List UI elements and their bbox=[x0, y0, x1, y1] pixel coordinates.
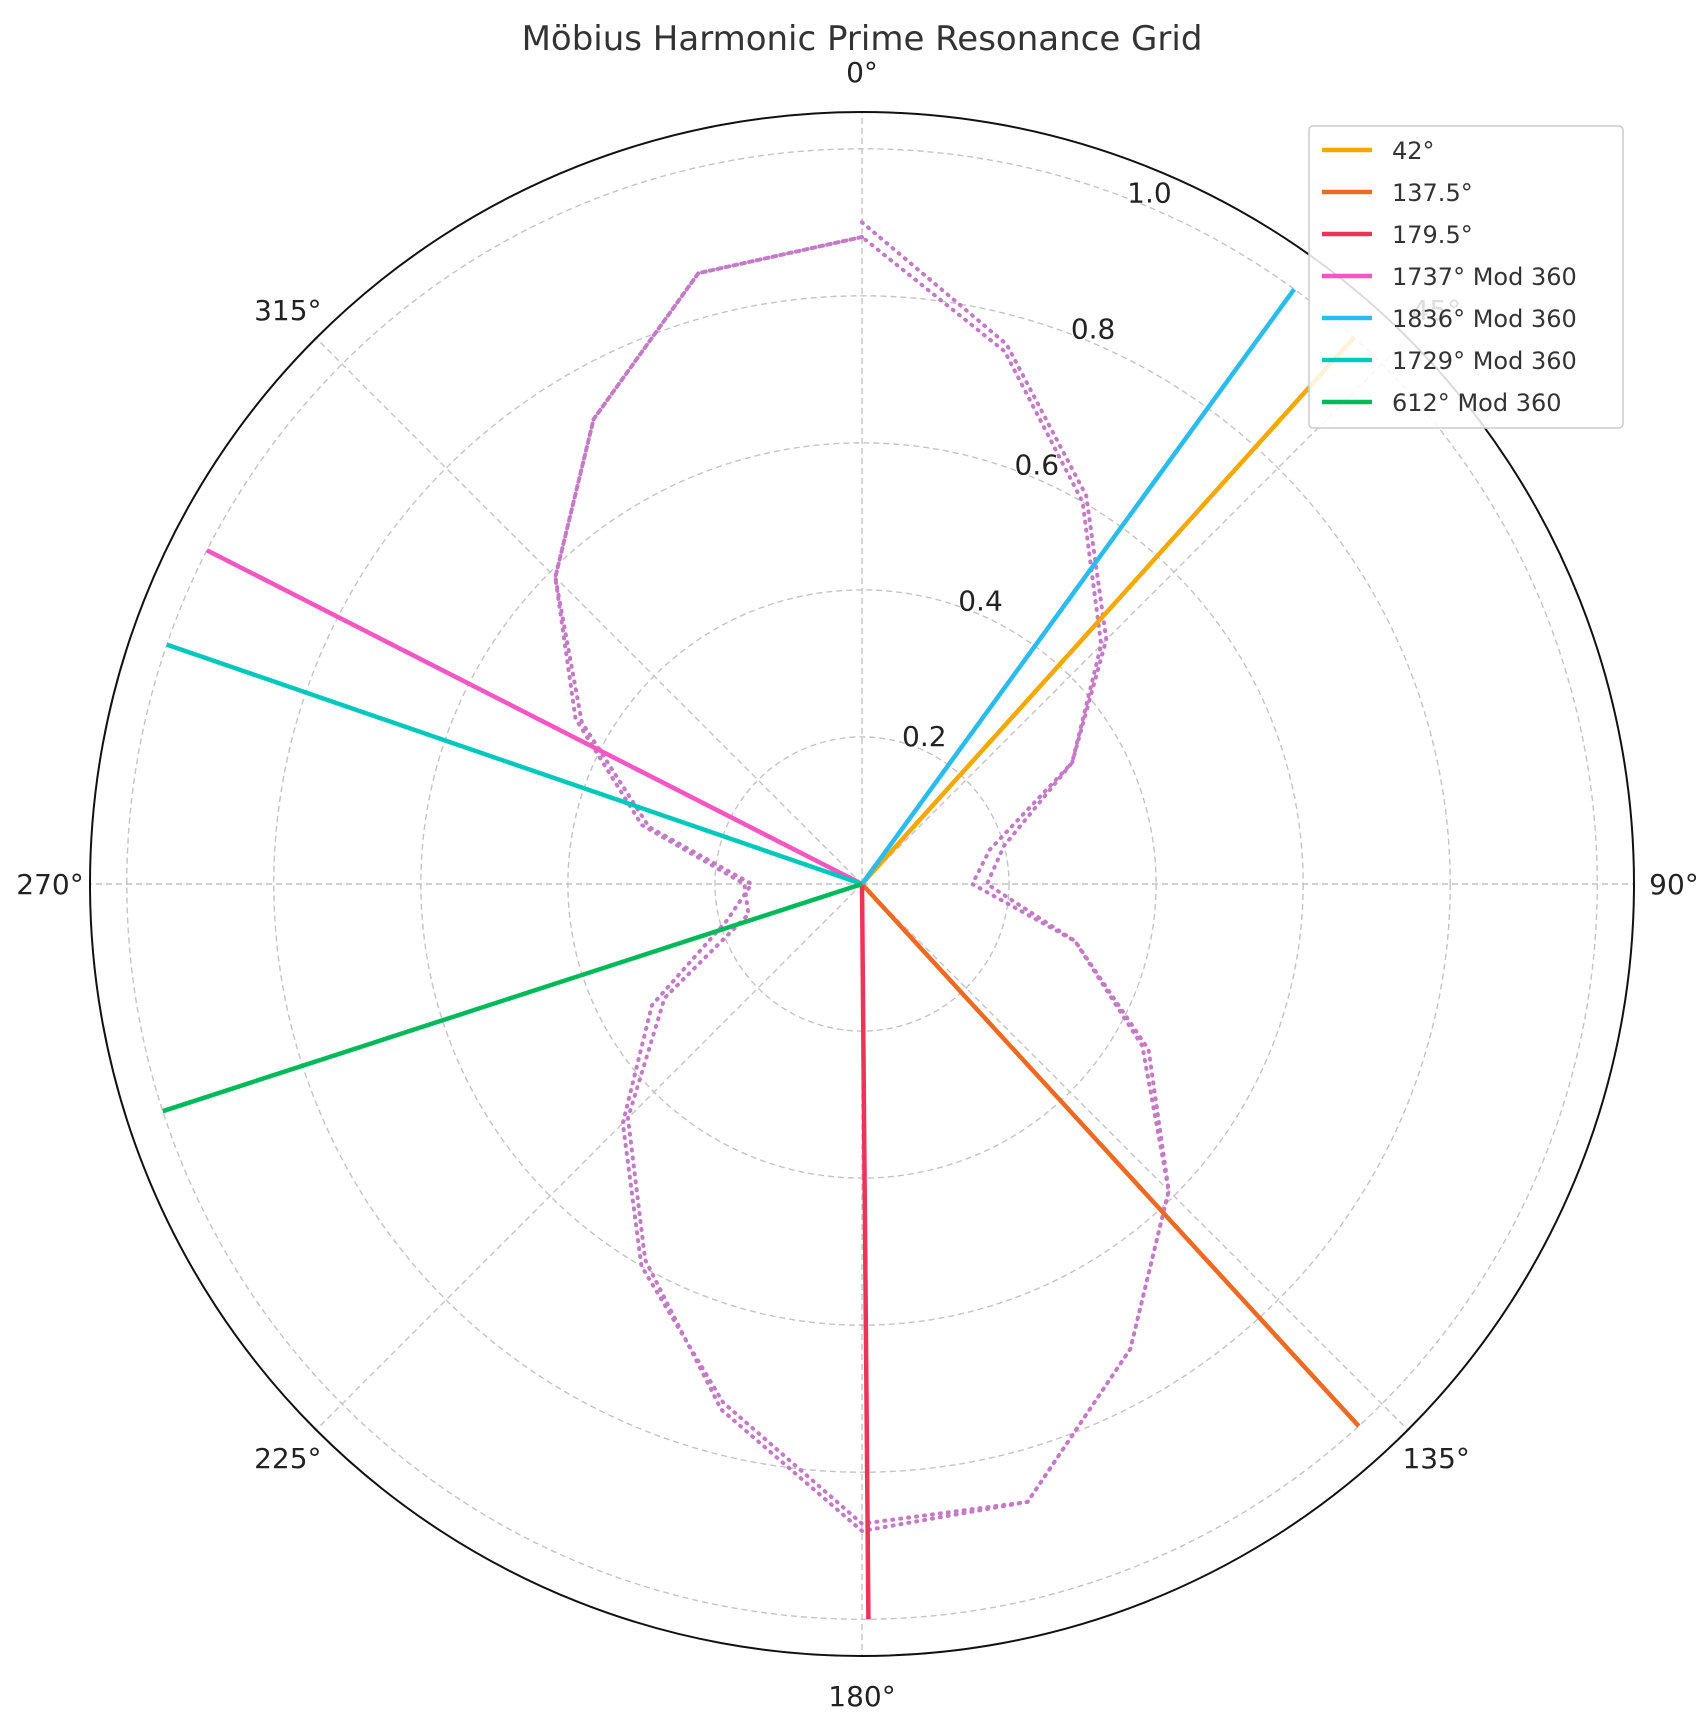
spiral-path bbox=[553, 220, 1171, 1533]
series-line-6 bbox=[162, 881, 863, 1114]
series-line-4 bbox=[860, 287, 1296, 886]
series-line-3 bbox=[205, 548, 864, 887]
legend-label-0: 42° bbox=[1392, 137, 1435, 165]
theta-grid-line-1 bbox=[861, 337, 1409, 885]
polar-grid bbox=[90, 112, 1634, 1656]
series-line-5 bbox=[166, 642, 863, 887]
theta-grid-line-3 bbox=[861, 883, 1409, 1431]
series-line-2 bbox=[859, 883, 871, 1620]
polar-frame bbox=[89, 111, 1635, 1657]
r-tick-label-3: 0.8 bbox=[1071, 313, 1116, 346]
series-line-0 bbox=[860, 336, 1356, 886]
theta-tick-label-5: 225° bbox=[254, 1442, 321, 1475]
legend-label-4: 1836° Mod 360 bbox=[1392, 305, 1577, 333]
legend-box bbox=[1308, 125, 1624, 429]
legend-label-1: 137.5° bbox=[1392, 179, 1473, 207]
theta-grid-line-7 bbox=[315, 337, 863, 885]
legend-label-3: 1737° Mod 360 bbox=[1392, 263, 1577, 291]
theta-tick-label-0: 0° bbox=[846, 56, 878, 89]
r-tick-label-2: 0.6 bbox=[1015, 448, 1060, 481]
legend-label-6: 612° Mod 360 bbox=[1392, 389, 1562, 417]
theta-tick-label-7: 315° bbox=[254, 294, 321, 327]
r-tick-label-1: 0.4 bbox=[958, 584, 1003, 617]
theta-tick-label-2: 90° bbox=[1649, 868, 1699, 901]
legend-label-2: 179.5° bbox=[1392, 221, 1473, 249]
theta-tick-label-6: 270° bbox=[16, 868, 83, 901]
series-lines bbox=[162, 287, 1361, 1620]
theta-grid-line-5 bbox=[315, 883, 863, 1431]
legend-label-5: 1729° Mod 360 bbox=[1392, 347, 1577, 375]
r-grid-circle-3 bbox=[273, 295, 1451, 1473]
r-tick-label-0: 0.2 bbox=[902, 720, 947, 753]
theta-tick-label-4: 180° bbox=[828, 1680, 895, 1713]
dotted-spiral bbox=[553, 220, 1171, 1533]
theta-tick-label-3: 135° bbox=[1402, 1442, 1469, 1475]
tick-labels: 0°45°90°135°180°225°270°315°0.20.40.60.8… bbox=[16, 56, 1699, 1713]
series-line-1 bbox=[860, 882, 1361, 1428]
r-tick-label-4: 1.0 bbox=[1127, 177, 1172, 210]
legend: 42° 137.5° 179.5° 1737° Mod 360 1836° Mod 36… bbox=[1308, 125, 1624, 429]
chart-title: Möbius Harmonic Prime Resonance Grid bbox=[522, 19, 1203, 59]
